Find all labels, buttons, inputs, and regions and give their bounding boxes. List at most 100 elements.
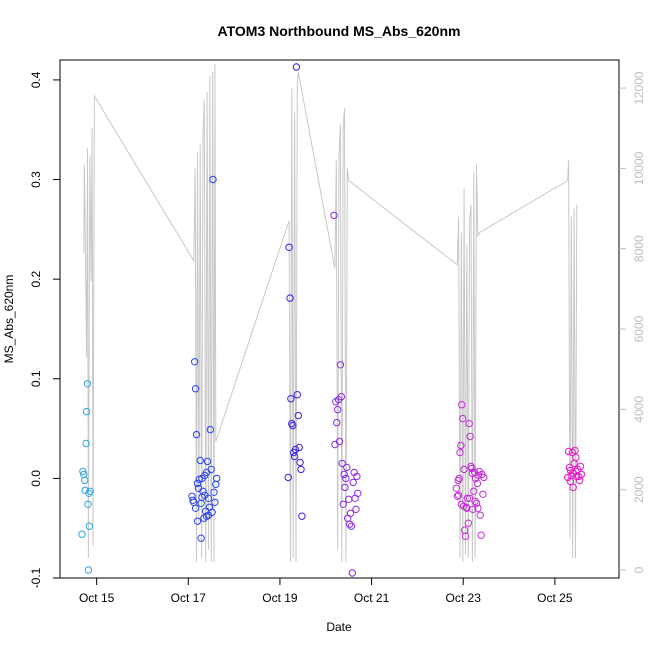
data-point xyxy=(293,391,301,399)
data-point xyxy=(78,530,86,538)
data-point xyxy=(336,361,345,369)
data-point xyxy=(83,380,92,388)
data-point xyxy=(210,488,218,496)
data-point xyxy=(197,534,205,542)
data-point xyxy=(206,425,215,434)
data-point xyxy=(335,437,344,446)
y2-tick-label: 2000 xyxy=(632,476,646,503)
points-layer xyxy=(78,63,586,577)
data-point xyxy=(211,498,219,506)
data-point xyxy=(465,419,473,428)
data-point xyxy=(191,385,200,393)
chart-title: ATOM3 Northbound MS_Abs_620nm xyxy=(218,23,461,39)
data-point xyxy=(458,401,466,409)
data-point xyxy=(197,499,205,507)
data-point xyxy=(341,483,349,492)
data-point xyxy=(298,512,306,520)
data-point xyxy=(477,531,485,539)
data-point xyxy=(569,469,577,478)
data-point xyxy=(349,478,357,487)
data-point xyxy=(347,522,356,530)
data-point xyxy=(460,465,468,474)
data-point xyxy=(466,432,474,441)
data-point xyxy=(457,500,466,508)
data-point xyxy=(191,358,199,366)
data-point xyxy=(354,489,362,497)
y2-tick-label: 4000 xyxy=(632,396,646,423)
data-point xyxy=(474,504,482,512)
data-point xyxy=(465,494,474,502)
data-point xyxy=(340,470,348,479)
data-point xyxy=(289,421,297,430)
data-point xyxy=(468,469,477,478)
data-point xyxy=(346,509,355,517)
data-point xyxy=(86,487,94,495)
data-point xyxy=(290,452,299,461)
y-tick-label: 0.4 xyxy=(29,71,43,88)
data-point xyxy=(287,395,295,403)
data-point xyxy=(85,489,93,497)
data-point xyxy=(82,407,91,416)
data-point xyxy=(85,522,94,530)
data-point xyxy=(193,517,202,525)
y-tick-label: -0.1 xyxy=(29,567,43,588)
data-point xyxy=(577,470,586,479)
x-tick-label: Oct 15 xyxy=(79,591,115,605)
data-point xyxy=(572,453,580,462)
data-point xyxy=(565,463,574,472)
y-tick-label: 0.1 xyxy=(29,370,43,387)
data-point xyxy=(348,569,356,577)
data-point xyxy=(476,511,484,519)
data-point xyxy=(461,532,470,540)
data-point xyxy=(294,411,302,420)
data-point xyxy=(473,479,482,488)
data-point xyxy=(454,491,463,499)
data-point xyxy=(209,175,217,184)
y2-tick-label: 6000 xyxy=(632,315,646,342)
data-point xyxy=(569,483,577,492)
data-point xyxy=(472,499,481,507)
data-point xyxy=(342,474,350,483)
x-tick-label: Oct 23 xyxy=(446,591,482,605)
data-point xyxy=(191,504,200,512)
data-point xyxy=(459,414,467,423)
data-point xyxy=(213,474,221,483)
data-point xyxy=(333,418,341,427)
data-point xyxy=(84,566,93,574)
data-point xyxy=(343,463,351,472)
data-point xyxy=(337,393,345,401)
plot-frame xyxy=(59,59,620,579)
data-point xyxy=(353,472,361,481)
data-point xyxy=(203,457,212,466)
data-point xyxy=(285,243,293,252)
data-point xyxy=(84,500,92,508)
data-point xyxy=(79,467,87,476)
data-point xyxy=(208,508,216,516)
x-tick-label: Oct 25 xyxy=(537,591,573,605)
data-point xyxy=(192,430,201,439)
data-point xyxy=(338,459,346,468)
y-axis-label: MS_Abs_620nm xyxy=(2,275,16,364)
data-point xyxy=(292,63,301,71)
secondary-y-axis: 0 2000 4000 6000 8000 10000 12000 xyxy=(619,71,646,573)
data-point xyxy=(571,446,579,455)
y-axis: -0.1 0.0 0.1 0.2 0.3 0.4 xyxy=(29,71,60,588)
altitude-trace-layer xyxy=(83,63,578,562)
data-point xyxy=(463,494,471,502)
y2-tick-label: 0 xyxy=(632,566,646,573)
y2-tick-label: 10000 xyxy=(632,151,646,185)
data-point xyxy=(576,462,585,471)
data-point xyxy=(81,476,89,485)
data-point xyxy=(480,473,488,482)
x-tick-label: Oct 21 xyxy=(354,591,390,605)
data-point xyxy=(297,465,305,474)
x-axis: Oct 15 Oct 17 Oct 19 Oct 21 Oct 23 Oct 25 xyxy=(79,578,573,605)
data-point xyxy=(291,445,300,454)
y-tick-label: 0.3 xyxy=(29,171,43,188)
data-point xyxy=(196,456,204,465)
data-point xyxy=(479,490,487,498)
data-point xyxy=(464,519,472,527)
data-point xyxy=(566,477,575,486)
y2-tick-label: 12000 xyxy=(632,71,646,105)
y-tick-label: 0.0 xyxy=(29,470,43,487)
